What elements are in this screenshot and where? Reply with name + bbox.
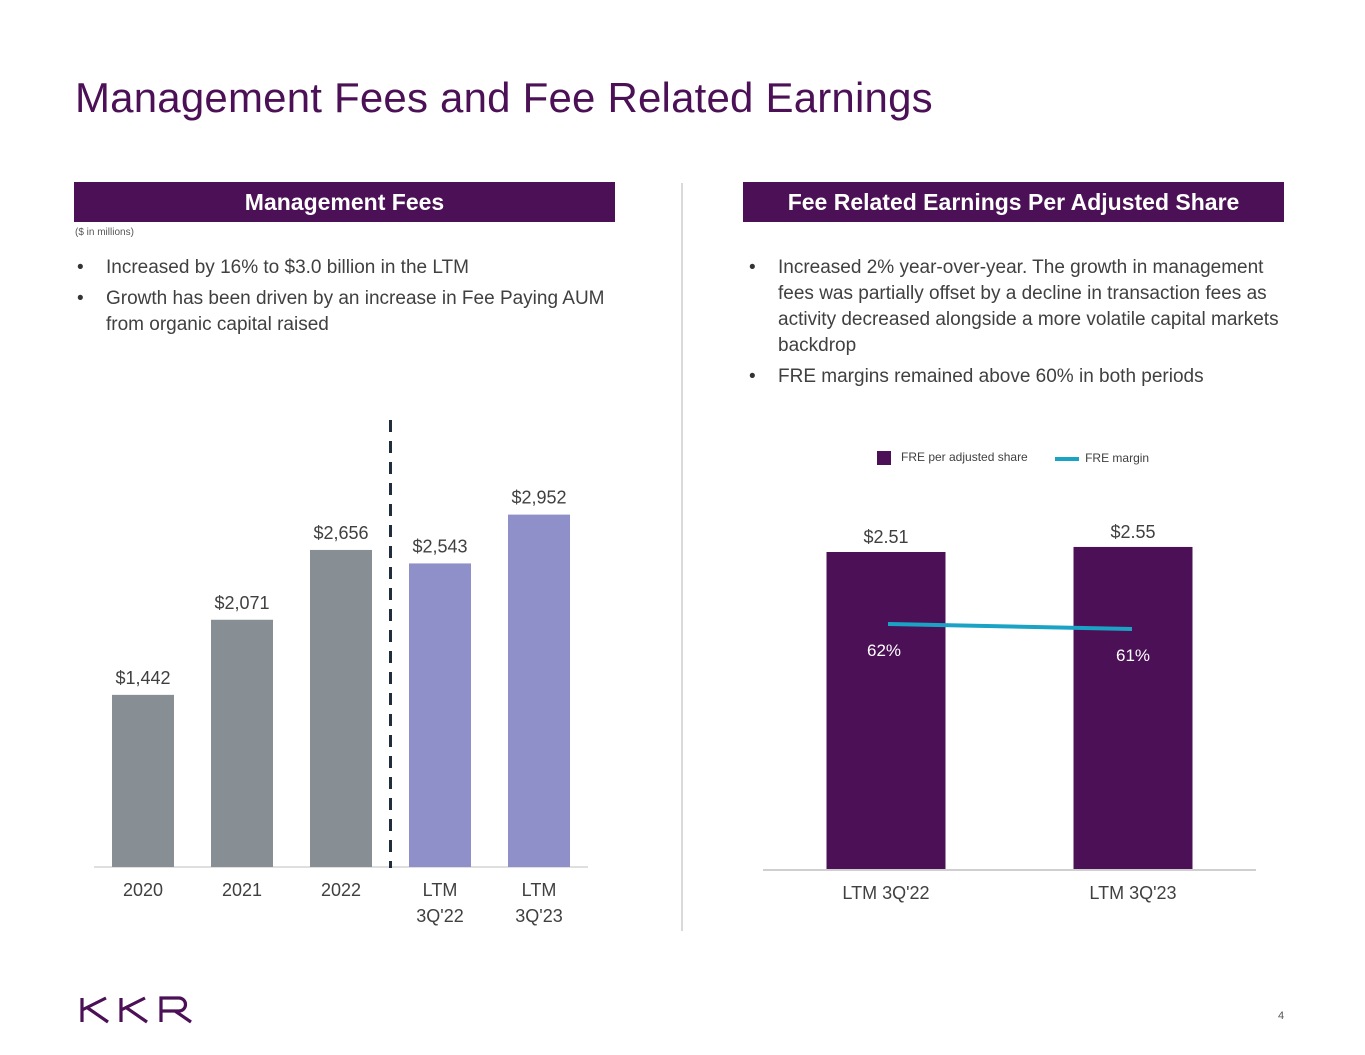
data-label: $2.55	[1110, 522, 1155, 542]
bar-ltm-3q-23	[508, 514, 570, 867]
data-label: $2,071	[214, 593, 269, 613]
bar-ltm-3q-22	[826, 551, 946, 869]
data-label: $2,952	[511, 488, 566, 508]
margin-label: 62%	[867, 641, 901, 660]
tick-label: 3Q'22	[416, 906, 463, 926]
tick-label: 2020	[123, 880, 163, 900]
bar-2022	[310, 549, 372, 867]
margin-label: 61%	[1116, 646, 1150, 665]
data-label: $2,543	[412, 536, 467, 556]
tick-label: LTM 3Q'23	[1089, 883, 1176, 903]
management-fees-bullets: Increased by 16% to $3.0 billion in the …	[75, 255, 605, 343]
legend-item-fre-per-share: FRE per adjusted share	[877, 450, 1028, 466]
tick-label: LTM	[522, 880, 557, 900]
page-number: 4	[1278, 1010, 1285, 1022]
kkr-logo	[80, 996, 192, 1024]
units-note: ($ in millions)	[75, 227, 134, 238]
bullet-item: Growth has been driven by an increase in…	[75, 286, 605, 338]
fre-bullets: Increased 2% year-over-year. The growth …	[747, 255, 1287, 395]
legend-label: FRE per adjusted share	[901, 450, 1028, 465]
fre-margin-line	[887, 622, 1133, 631]
bullet-item: Increased 2% year-over-year. The growth …	[747, 255, 1287, 359]
bar-ltm-3q-22	[409, 563, 471, 867]
bar-ltm-3q-23	[1073, 546, 1193, 869]
legend-line-swatch	[1055, 456, 1080, 461]
legend-item-fre-margin: FRE margin	[1055, 451, 1149, 465]
legend-bar-swatch	[877, 451, 891, 466]
bar-2020	[112, 694, 174, 867]
panel-divider	[681, 183, 683, 931]
fre-legend: FRE per adjusted share FRE margin	[877, 450, 1173, 466]
tick-label: LTM	[423, 880, 458, 900]
data-label: $2,656	[313, 523, 368, 543]
tick-label: LTM 3Q'22	[842, 883, 929, 903]
tick-label: 2021	[222, 880, 262, 900]
tick-label: 2022	[321, 880, 361, 900]
management-fees-header: Management Fees	[74, 182, 615, 222]
data-label: $2.51	[863, 527, 908, 547]
page-title: Management Fees and Fee Related Earnings	[75, 74, 933, 121]
data-label: $1,442	[115, 668, 170, 688]
legend-label: FRE margin	[1085, 450, 1150, 465]
fre-per-share-header: Fee Related Earnings Per Adjusted Share	[743, 182, 1284, 222]
bullet-item: Increased by 16% to $3.0 billion in the …	[75, 255, 605, 281]
tick-label: 3Q'23	[515, 906, 562, 926]
bullet-item: FRE margins remained above 60% in both p…	[747, 364, 1287, 390]
bar-2021	[211, 619, 273, 867]
